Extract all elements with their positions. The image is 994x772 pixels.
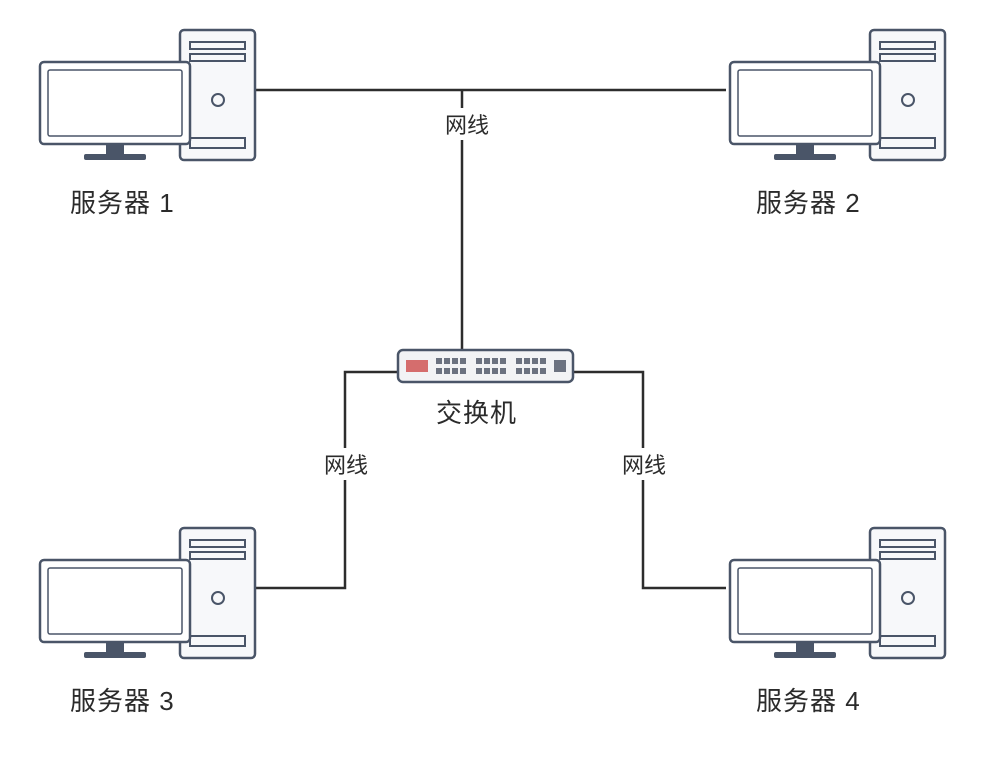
edge-label-top: 网线 — [443, 108, 491, 140]
switch-label: 交换机 — [436, 393, 517, 430]
server4-label: 服务器 4 — [756, 681, 861, 718]
server1-icon — [40, 30, 255, 160]
server2-label: 服务器 2 — [756, 183, 861, 220]
edge-label-right: 网线 — [620, 448, 668, 480]
edge-label-left: 网线 — [322, 448, 370, 480]
network-diagram: 服务器 1 服务器 2 服务器 3 服务器 4 交换机 网线 网线 网线 — [0, 0, 994, 772]
server3-label: 服务器 3 — [70, 681, 175, 718]
server2-icon — [730, 30, 945, 160]
switch-icon — [398, 350, 573, 382]
edge-switch-to-server4 — [573, 372, 726, 588]
server4-icon — [730, 528, 945, 658]
server3-icon — [40, 528, 255, 658]
edge-switch-to-server3 — [255, 372, 398, 588]
diagram-svg — [0, 0, 994, 772]
edges — [255, 90, 726, 588]
server1-label: 服务器 1 — [70, 183, 175, 220]
